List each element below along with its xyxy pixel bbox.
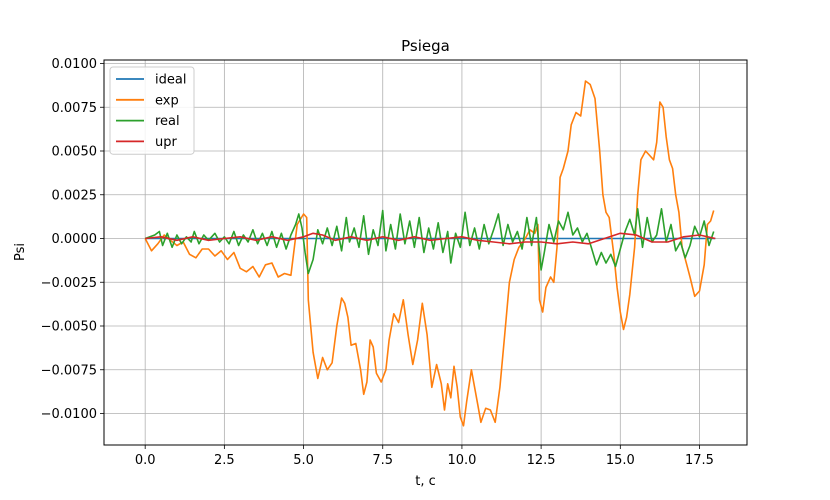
y-tick-label: −0.0100 [41,407,97,422]
y-tick-label: −0.0050 [41,320,97,335]
y-tick-label: 0.0050 [52,145,98,160]
chart-title: Psiega [401,37,450,55]
axis-ticks: 0.0 2.5 5.0 7.5 10.0 12.5 15.0 17.5 0.0100 0.0075… [41,57,714,468]
legend-label-real: real [155,114,180,129]
legend-label-upr: upr [155,135,177,150]
y-tick-label: 0.0025 [52,188,98,203]
legend-label-exp: exp [155,93,179,108]
x-axis-label: t, c [415,474,436,489]
x-tick-label: 7.5 [372,453,393,468]
y-tick-label: 0.0100 [52,57,98,72]
x-tick-label: 12.5 [527,453,556,468]
x-tick-label: 15.0 [606,453,635,468]
x-tick-label: 17.5 [685,453,714,468]
x-tick-label: 2.5 [214,453,235,468]
x-tick-label: 10.0 [447,453,476,468]
y-tick-label: −0.0075 [41,363,97,378]
plot-frame [103,59,748,446]
x-tick-label: 5.0 [293,453,314,468]
y-tick-label: 0.0075 [52,101,98,116]
legend-box [109,66,195,155]
x-tick-label: 0.0 [135,453,156,468]
y-tick-label: 0.0000 [52,232,98,247]
y-tick-label: −0.0025 [41,276,97,291]
series-line-upr [145,232,716,245]
series-lines [144,80,716,427]
legend-label-ideal: ideal [155,73,186,88]
y-axis-label: Psi [13,243,28,261]
legend: ideal exp real upr [109,66,195,155]
